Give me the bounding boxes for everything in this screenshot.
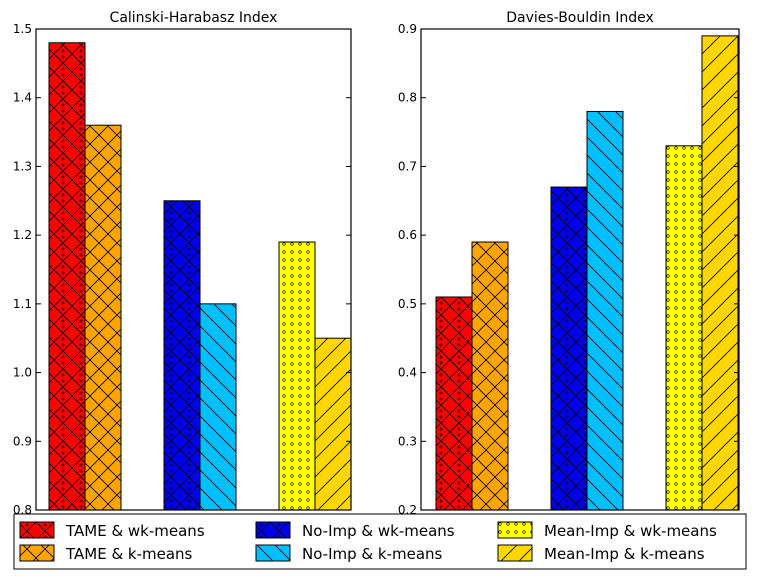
- chart-panel-davies: Davies-Bouldin Index 0.20.30.40.50.60.70…: [398, 10, 740, 517]
- y-tick-label: 0.9: [13, 434, 32, 448]
- bar-no-imp-k-means-hatch: [586, 110, 624, 511]
- legend-item-tame-k-means: TAME & k-means: [19, 544, 193, 563]
- legend-item-no-imp-wk-means: No-Imp & wk-means: [255, 521, 455, 540]
- legend-box: [13, 513, 747, 570]
- chart-title-calinski: Calinski-Harabasz Index: [110, 10, 278, 26]
- legend-item-mean-imp-wk-means-label: Mean-Imp & wk-means: [544, 522, 717, 540]
- legend-item-tame-k-means-label: TAME & k-means: [65, 545, 193, 563]
- legend-item-mean-imp-k-means-swatch-hatch: [497, 544, 533, 562]
- y-tick-label: 0.3: [398, 434, 417, 448]
- legend: TAME & wk-means No-Imp & wk-means Mean-Imp…: [13, 513, 747, 570]
- bar-tame-k-means-hatch: [84, 124, 122, 511]
- legend-item-mean-imp-k-means: Mean-Imp & k-means: [497, 544, 705, 563]
- legend-item-tame-wk-means: TAME & wk-means: [19, 521, 205, 540]
- y-tick-label: 0.4: [398, 366, 417, 380]
- bar-tame-k-means-hatch: [471, 241, 509, 511]
- y-tick-label: 0.6: [398, 228, 417, 242]
- axes-frame-davies: [420, 28, 740, 511]
- bar-mean-imp-k-means-hatch: [314, 337, 352, 511]
- axes-frame-calinski: [35, 28, 352, 511]
- legend-item-no-imp-k-means-swatch-hatch: [255, 544, 291, 562]
- y-tick-label: 0.5: [398, 297, 417, 311]
- y-tick-label: 1.4: [13, 91, 32, 105]
- bar-no-imp-wk-means-hatch: [163, 200, 201, 511]
- bars-davies: [435, 35, 739, 511]
- bar-no-imp-k-means-hatch: [199, 303, 237, 511]
- bar-tame-wk-means-hatch: [48, 42, 86, 511]
- bar-tame-wk-means-hatch: [435, 296, 473, 511]
- y-tick-label: 1.3: [13, 159, 32, 173]
- y-tick-label: 0.8: [398, 91, 417, 105]
- legend-item-mean-imp-wk-means: Mean-Imp & wk-means: [497, 521, 717, 540]
- bar-mean-imp-k-means-hatch: [701, 35, 739, 511]
- y-axis-davies: 0.20.30.40.50.60.70.80.9: [398, 22, 739, 517]
- legend-item-no-imp-k-means: No-Imp & k-means: [255, 544, 443, 563]
- legend-item-mean-imp-k-means-label: Mean-Imp & k-means: [544, 545, 705, 563]
- legend-item-tame-k-means-swatch-hatch: [19, 544, 55, 562]
- legend-item-no-imp-wk-means-label: No-Imp & wk-means: [302, 522, 455, 540]
- chart-title-davies: Davies-Bouldin Index: [506, 10, 654, 26]
- y-tick-label: 1.2: [13, 228, 32, 242]
- bar-mean-imp-wk-means-hatch: [278, 241, 316, 511]
- bars-calinski: [48, 42, 352, 511]
- legend-item-no-imp-wk-means-swatch-hatch: [255, 521, 291, 539]
- legend-item-mean-imp-wk-means-swatch-hatch: [497, 521, 533, 539]
- chart-panel-calinski: Calinski-Harabasz Index 0.80.91.01.11.21…: [13, 10, 352, 517]
- y-tick-label: 1.0: [13, 366, 32, 380]
- y-tick-label: 0.7: [398, 159, 417, 173]
- legend-item-tame-wk-means-label: TAME & wk-means: [65, 522, 205, 540]
- y-tick-label: 1.5: [13, 22, 32, 36]
- y-tick-label: 0.9: [398, 22, 417, 36]
- bar-no-imp-wk-means-hatch: [550, 186, 588, 511]
- legend-item-tame-wk-means-swatch-hatch: [19, 521, 55, 539]
- y-tick-label: 1.1: [13, 297, 32, 311]
- legend-item-no-imp-k-means-label: No-Imp & k-means: [302, 545, 443, 563]
- bar-mean-imp-wk-means-hatch: [665, 145, 703, 511]
